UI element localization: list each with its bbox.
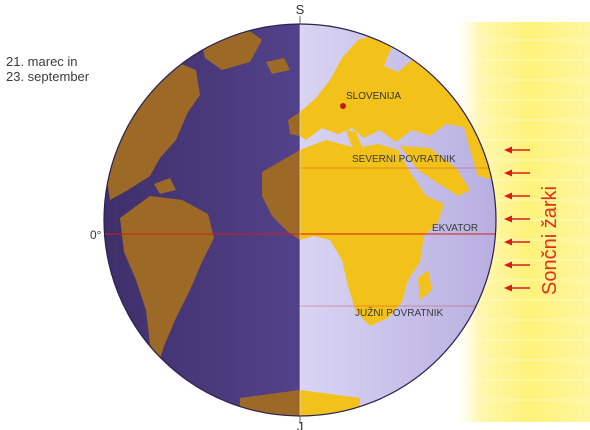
sun-ray-arrows	[504, 146, 530, 292]
date-label-line-2: 23. september	[6, 69, 90, 84]
date-label: 21. marec in 23. september	[6, 54, 89, 84]
tropic-north-label: SEVERNI POVRATNIK	[352, 154, 456, 165]
sun-ray-arrow	[504, 284, 530, 292]
equator-label: EKVATOR	[432, 223, 478, 234]
sun-ray-arrow	[504, 238, 530, 246]
meridian-label: 0°	[90, 228, 102, 242]
slovenia-marker	[340, 103, 346, 109]
sun-ray-arrow	[504, 215, 530, 223]
pole-label-top: S	[296, 2, 305, 17]
pole-label-bottom: J	[297, 419, 304, 430]
tropic-south-label: JUŽNI POVRATNIK	[355, 306, 443, 319]
sun-ray-arrow	[504, 192, 530, 200]
sun-rays-label: Sončni žarki	[539, 186, 561, 295]
sun-ray-arrow	[504, 146, 530, 154]
sun-ray-arrow	[504, 261, 530, 269]
slovenia-label: SLOVENIJA	[346, 91, 401, 102]
night-hemisphere	[104, 24, 300, 416]
date-label-line-1: 21. marec in	[6, 54, 78, 69]
globe	[104, 24, 496, 416]
sun-ray-arrow	[504, 169, 530, 177]
